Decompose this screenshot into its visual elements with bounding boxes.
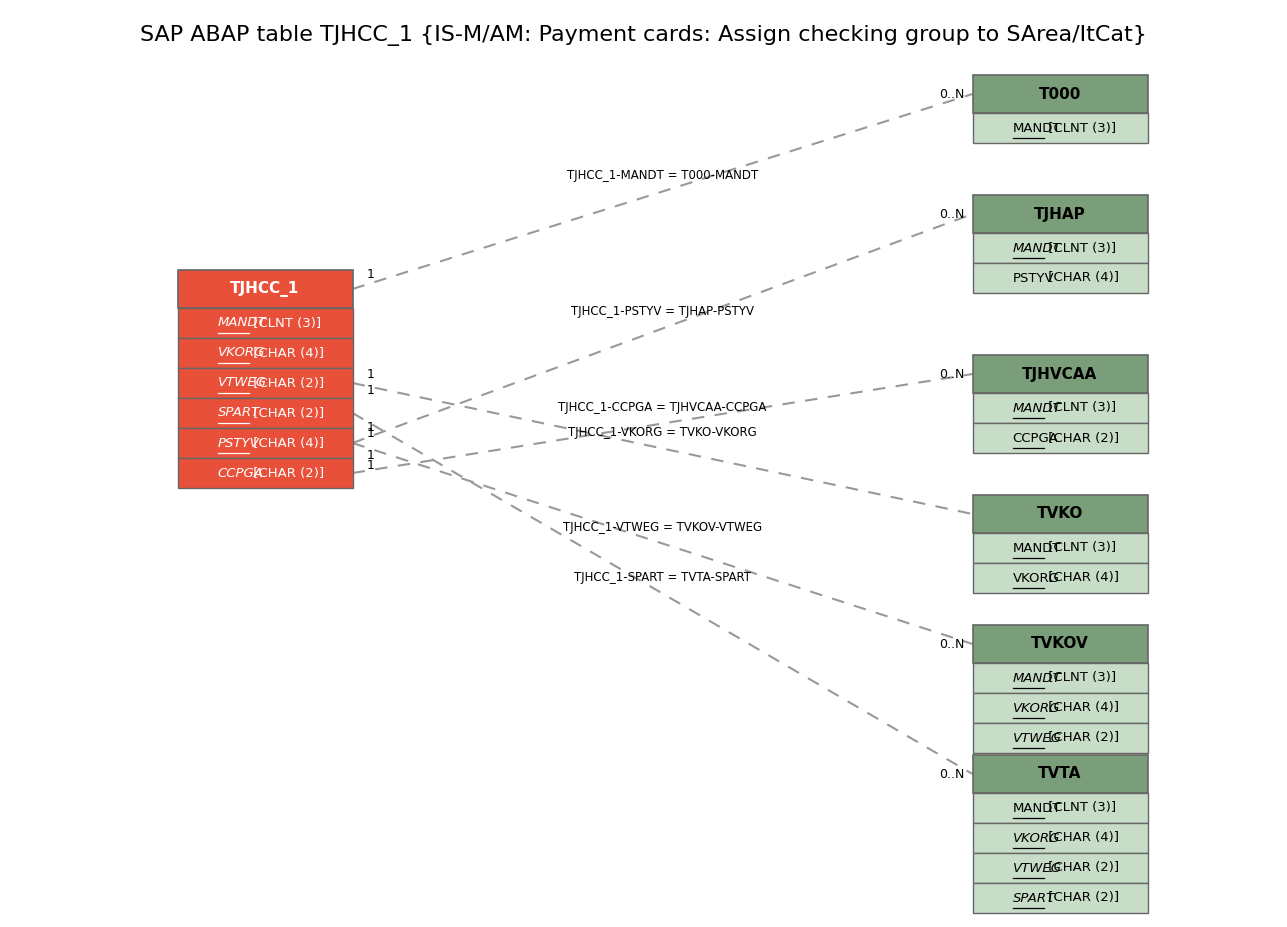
Text: TJHCC_1-PSTYV = TJHAP-PSTYV: TJHCC_1-PSTYV = TJHAP-PSTYV <box>571 306 754 319</box>
Text: MANDT: MANDT <box>1013 121 1060 134</box>
Text: TJHCC_1-VTWEG = TVKOV-VTWEG: TJHCC_1-VTWEG = TVKOV-VTWEG <box>562 520 762 534</box>
Bar <box>973 355 1148 393</box>
Text: PSTYV: PSTYV <box>218 437 260 450</box>
Text: 1: 1 <box>367 369 375 382</box>
Text: 0..N: 0..N <box>940 638 964 651</box>
Text: [CLNT (3)]: [CLNT (3)] <box>1044 802 1116 815</box>
Text: 1: 1 <box>367 385 375 398</box>
Text: [CHAR (4)]: [CHAR (4)] <box>248 347 323 360</box>
Text: VTWEG: VTWEG <box>1013 731 1062 744</box>
Text: 1: 1 <box>367 421 375 434</box>
Text: CCPGA: CCPGA <box>218 466 264 479</box>
Text: TJHVCAA: TJHVCAA <box>1022 366 1098 382</box>
Text: [CHAR (2)]: [CHAR (2)] <box>1044 431 1118 445</box>
Text: SAP ABAP table TJHCC_1 {IS-M/AM: Payment cards: Assign checking group to SArea/I: SAP ABAP table TJHCC_1 {IS-M/AM: Payment… <box>139 24 1147 45</box>
Text: 0..N: 0..N <box>940 768 964 781</box>
Bar <box>973 393 1148 423</box>
Text: 1: 1 <box>367 449 375 462</box>
Bar <box>973 755 1148 793</box>
Bar <box>973 793 1148 823</box>
Text: SPART: SPART <box>1013 892 1055 905</box>
Bar <box>178 398 353 428</box>
Bar <box>973 563 1148 593</box>
Text: [CHAR (4)]: [CHAR (4)] <box>248 437 323 450</box>
Bar <box>973 663 1148 693</box>
Bar <box>973 423 1148 453</box>
Bar <box>178 308 353 338</box>
Text: [CHAR (2)]: [CHAR (2)] <box>248 466 324 479</box>
Text: [CHAR (4)]: [CHAR (4)] <box>1044 832 1118 844</box>
Bar <box>973 693 1148 723</box>
Text: [CLNT (3)]: [CLNT (3)] <box>1044 242 1116 255</box>
Bar <box>178 458 353 488</box>
Text: CCPGA: CCPGA <box>1013 431 1058 445</box>
Bar <box>973 233 1148 263</box>
Bar <box>973 113 1148 143</box>
Text: [CLNT (3)]: [CLNT (3)] <box>1044 541 1116 554</box>
Bar <box>178 338 353 368</box>
Text: 1: 1 <box>367 426 375 439</box>
Bar <box>178 270 353 308</box>
Text: TVKOV: TVKOV <box>1031 637 1089 652</box>
Text: [CHAR (4)]: [CHAR (4)] <box>1044 702 1118 715</box>
Bar <box>973 883 1148 913</box>
Bar <box>973 853 1148 883</box>
Text: 0..N: 0..N <box>940 87 964 100</box>
Text: [CLNT (3)]: [CLNT (3)] <box>1044 671 1116 684</box>
Bar <box>973 823 1148 853</box>
Text: TJHCC_1-CCPGA = TJHVCAA-CCPGA: TJHCC_1-CCPGA = TJHVCAA-CCPGA <box>559 400 767 413</box>
Text: [CHAR (2)]: [CHAR (2)] <box>1044 892 1118 905</box>
Text: MANDT: MANDT <box>1013 541 1060 554</box>
Text: TVTA: TVTA <box>1039 767 1081 781</box>
Text: VKORG: VKORG <box>1013 832 1060 844</box>
Text: 0..N: 0..N <box>940 367 964 380</box>
Text: [CLNT (3)]: [CLNT (3)] <box>1044 401 1116 414</box>
Text: 1: 1 <box>367 269 375 282</box>
Text: VKORG: VKORG <box>1013 702 1060 715</box>
Text: TJHCC_1-MANDT = T000-MANDT: TJHCC_1-MANDT = T000-MANDT <box>566 169 758 182</box>
Bar <box>973 533 1148 563</box>
Text: TJHCC_1-VKORG = TVKO-VKORG: TJHCC_1-VKORG = TVKO-VKORG <box>568 425 757 438</box>
Text: [CHAR (2)]: [CHAR (2)] <box>248 376 324 389</box>
Text: T000: T000 <box>1039 86 1081 101</box>
Bar <box>973 625 1148 663</box>
Text: TVKO: TVKO <box>1037 506 1084 522</box>
Text: MANDT: MANDT <box>1013 802 1060 815</box>
Text: 0..N: 0..N <box>940 208 964 221</box>
Bar <box>973 75 1148 113</box>
Text: [CHAR (4)]: [CHAR (4)] <box>1044 572 1118 585</box>
Text: SPART: SPART <box>218 407 260 420</box>
Text: VTWEG: VTWEG <box>218 376 266 389</box>
Text: [CLNT (3)]: [CLNT (3)] <box>1044 121 1116 134</box>
Bar <box>178 368 353 398</box>
Bar <box>973 195 1148 233</box>
Text: TJHCC_1: TJHCC_1 <box>230 281 300 297</box>
Text: VKORG: VKORG <box>218 347 265 360</box>
Text: PSTYV: PSTYV <box>1013 272 1054 285</box>
Text: [CHAR (4)]: [CHAR (4)] <box>1044 272 1118 285</box>
Bar <box>973 495 1148 533</box>
Text: [CHAR (2)]: [CHAR (2)] <box>1044 861 1118 874</box>
Bar <box>973 723 1148 753</box>
Text: MANDT: MANDT <box>1013 671 1062 684</box>
Text: [CLNT (3)]: [CLNT (3)] <box>248 316 320 329</box>
Text: MANDT: MANDT <box>1013 401 1062 414</box>
Text: VTWEG: VTWEG <box>1013 861 1062 874</box>
Text: 1: 1 <box>367 459 375 472</box>
Text: TJHCC_1-SPART = TVTA-SPART: TJHCC_1-SPART = TVTA-SPART <box>574 570 752 583</box>
Text: VKORG: VKORG <box>1013 572 1059 585</box>
Text: MANDT: MANDT <box>1013 242 1062 255</box>
Text: TJHAP: TJHAP <box>1035 207 1086 222</box>
Text: MANDT: MANDT <box>218 316 266 329</box>
Text: [CHAR (2)]: [CHAR (2)] <box>1044 731 1118 744</box>
Bar <box>178 428 353 458</box>
Bar <box>973 263 1148 293</box>
Text: [CHAR (2)]: [CHAR (2)] <box>248 407 324 420</box>
